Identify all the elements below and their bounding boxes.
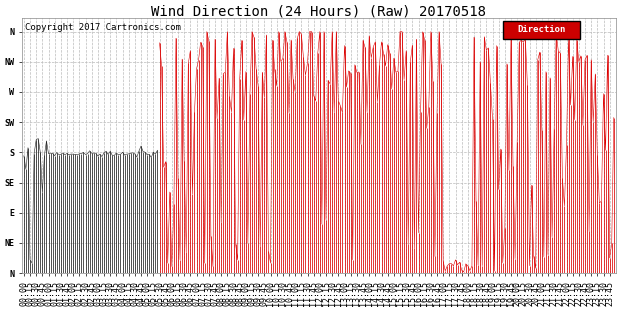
Text: Direction: Direction: [518, 25, 566, 34]
Title: Wind Direction (24 Hours) (Raw) 20170518: Wind Direction (24 Hours) (Raw) 20170518: [151, 4, 486, 18]
FancyBboxPatch shape: [503, 21, 580, 38]
Text: Copyright 2017 Cartronics.com: Copyright 2017 Cartronics.com: [25, 23, 180, 32]
